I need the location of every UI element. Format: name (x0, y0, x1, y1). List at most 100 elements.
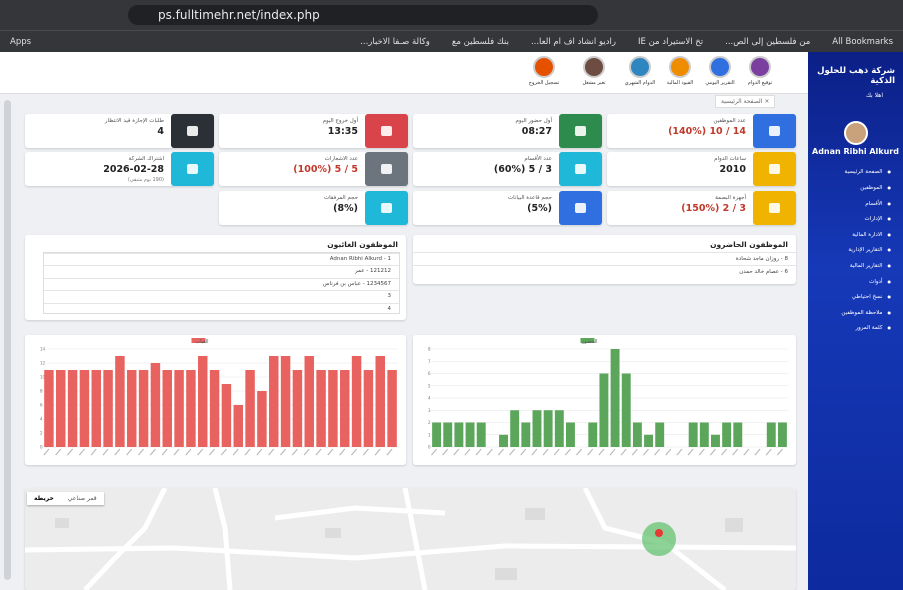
address-bar[interactable]: ps.fulltimehr.net/index.php (128, 5, 598, 25)
present-list: 8 - روزان ماجد شحادة 6 - عصام خالد حمدن (413, 252, 796, 278)
x-tick (256, 448, 263, 456)
bookmark[interactable]: راديو انشاد اف ام العا... (530, 36, 616, 47)
x-tick (687, 448, 694, 456)
y-tick-label: 7 (428, 359, 431, 364)
card-value: 4 (157, 126, 164, 137)
bar (733, 422, 743, 447)
all-bookmarks[interactable]: All Bookmarks (832, 36, 893, 47)
menu-item[interactable]: ملاحظة الموظفين (808, 305, 903, 321)
toolbar-button[interactable]: الدوام الشهري (618, 56, 662, 86)
menu-item[interactable]: الأقسام (808, 196, 903, 212)
menu-item[interactable]: أدوات (808, 274, 903, 290)
x-tick (564, 448, 571, 456)
apps[interactable]: Apps (10, 36, 32, 47)
x-tick (631, 448, 638, 456)
bar (554, 410, 564, 447)
chart: الحضور 0 1 2 3 4 5 6 7 8 (428, 338, 788, 456)
menu-item[interactable]: الادارة المالية (808, 227, 903, 243)
bar (521, 422, 531, 447)
stat-card[interactable]: أجهزة البصمة 3 / 2 (150%) (607, 191, 796, 225)
menu-item[interactable]: التقارير الإدارية (808, 242, 903, 258)
bookmark[interactable]: من فلسطين إلى الص... (725, 36, 811, 47)
y-tick-label: 4 (40, 417, 43, 422)
menu-item[interactable]: الصفحة الرئيسية (808, 164, 903, 180)
bar (340, 370, 350, 447)
x-tick (315, 448, 322, 456)
bar (510, 410, 520, 447)
present-item: 8 - روزان ماجد شحادة (413, 252, 796, 265)
x-tick (642, 448, 650, 456)
card-icon (753, 191, 796, 225)
toolbar-button[interactable]: القيود المالية (658, 56, 702, 86)
bar (328, 370, 338, 447)
card-value: 08:27 (521, 126, 552, 137)
bar (621, 373, 631, 447)
user-name: Adnan Ribhi Alkurd (812, 147, 899, 157)
stat-card[interactable]: عدد الأقسام 3 / 5 (60%) (413, 152, 602, 186)
map-button[interactable]: قمر صناعي (67, 495, 97, 502)
x-tick (598, 448, 605, 456)
bookmark[interactable]: وكالة صـفا الاخبار... (360, 36, 430, 47)
x-tick (327, 448, 334, 456)
stat-card[interactable]: حجم قاعدة البيانات (5%) (413, 191, 602, 225)
menu-item[interactable]: التقارير المالية (808, 258, 903, 274)
y-tick-label: 6 (428, 371, 431, 376)
card-label: عدد الموظفين (713, 118, 746, 124)
x-tick (185, 448, 192, 456)
y-tick-label: 3 (428, 408, 431, 413)
stat-card[interactable]: حجم المرفقات (8%) (219, 191, 408, 225)
bookmark[interactable]: تخ الاستيراد من IE (637, 36, 704, 47)
x-tick (43, 448, 50, 456)
toolbar-button[interactable]: توقيع الدوام (738, 56, 782, 86)
map[interactable]: خريطة قمر صناعي (25, 488, 796, 590)
absent-panel: الموظفون الغائبون Adnan Ribhi Alkurd - 1… (25, 235, 406, 320)
toolbar-button[interactable]: تغير مشغل (572, 56, 616, 86)
toolbar-icon (629, 56, 651, 78)
card-value: 3 / 5 (60%) (493, 164, 552, 175)
absent-item: 4 (44, 302, 399, 313)
company: شركة ذهب للحلول الذكية (817, 66, 895, 87)
absent-item: Adnan Ribhi Alkurd - 1 (44, 253, 399, 265)
stat-card[interactable]: أول خروج اليوم 13:35 (219, 114, 408, 148)
stat-card[interactable]: ساعات الدوام 2010 (607, 152, 796, 186)
x-tick (475, 448, 482, 456)
card-label: أول خروج اليوم (322, 118, 358, 124)
bar (127, 370, 137, 447)
chart-panel: الغياب 0 2 4 6 8 10 12 14 (25, 335, 406, 465)
toolbar-icon (749, 56, 771, 78)
y-tick-label: 0 (40, 445, 43, 450)
toolbar-icon (583, 56, 605, 78)
x-tick (90, 448, 97, 456)
menu-item[interactable]: كلمة المرور (808, 320, 903, 336)
tab[interactable]: الصفحة الرئيسية × (715, 95, 776, 108)
bar (722, 422, 732, 447)
stat-card[interactable]: عدد الاشعارات 5 / 5 (100%) (219, 152, 408, 186)
map-button[interactable]: خريطة (34, 495, 54, 502)
toolbar-button[interactable]: تسجيل الخروج (522, 56, 566, 86)
bar (103, 370, 113, 447)
bookmark[interactable]: بنك فلسطين مع (451, 36, 509, 47)
present-item: 6 - عصام خالد حمدن (413, 265, 796, 278)
stat-card[interactable]: اشتراك الشركة 2026-02-28 (190 يوم متبقي) (25, 152, 214, 186)
toolbar-button[interactable]: التقرير اليومي (698, 56, 742, 86)
x-tick (732, 448, 739, 456)
panel-title: الموظفون الغائبون (327, 240, 398, 249)
bar (375, 356, 385, 447)
x-tick (137, 448, 145, 456)
card-label: حجم قاعدة البيانات (507, 195, 552, 201)
toolbar-label: التقرير اليومي (705, 80, 735, 86)
menu-item[interactable]: الإدارات (808, 211, 903, 227)
scrollbar[interactable] (4, 100, 11, 580)
card-label: ساعات الدوام (714, 156, 746, 162)
chart: الغياب 0 2 4 6 8 10 12 14 (40, 338, 398, 456)
menu-item[interactable]: نسخ احتياطي (808, 289, 903, 305)
stat-card[interactable]: طلبات الإجازة قيد الانتظار 4 (25, 114, 214, 148)
bar (655, 422, 665, 447)
bar (699, 422, 709, 447)
bar (257, 391, 267, 447)
stat-card[interactable]: أول حضور اليوم 08:27 (413, 114, 602, 148)
stat-card[interactable]: عدد الموظفين 14 / 10 (140%) (607, 114, 796, 148)
menu-item[interactable]: الموظفين (808, 180, 903, 196)
